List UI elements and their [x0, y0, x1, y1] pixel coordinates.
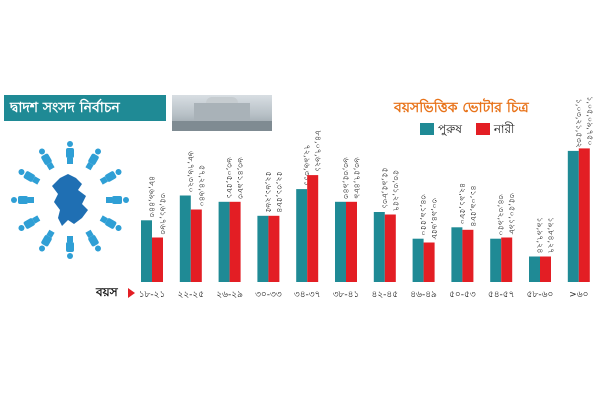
- bar-female: [229, 201, 241, 282]
- person-icon: [66, 141, 74, 164]
- bar-female: [501, 237, 513, 282]
- bar-male: [335, 201, 346, 282]
- age-arrow-icon: [128, 288, 135, 298]
- legend-label-female: নারী: [493, 122, 515, 136]
- data-label: ৭২,৯৬,৩১১: [303, 145, 312, 186]
- bar-female: [423, 242, 435, 282]
- data-label: ৫২,৩১,৫৮৪: [275, 171, 284, 212]
- data-label: ৪২,৯১,৫৮০: [458, 183, 467, 224]
- person-icon: [99, 169, 122, 185]
- chart-legend: পুরুষ নারী: [420, 121, 525, 137]
- data-label: ৬৩,৪১,৯৮৩: [236, 157, 245, 198]
- person-icon: [39, 148, 55, 171]
- person-icon: [11, 196, 34, 204]
- x-tick-label: ৫৪-৫৭: [488, 290, 515, 300]
- data-label: ৫৫,৯৫,৮৩১: [380, 168, 389, 209]
- x-tick-label: ৫০-৫৩: [449, 290, 476, 300]
- bar-female: [578, 148, 590, 282]
- data-label: ৮৪,০৭,৬২১: [314, 131, 323, 172]
- page-title: দ্বাদশ সংসদ নির্বাচন: [4, 95, 166, 121]
- bar-male: [373, 212, 385, 282]
- person-icon-ring: [11, 141, 129, 259]
- building-base: [172, 121, 272, 131]
- data-label: ৩৪,৩২,৯৫০: [497, 194, 506, 235]
- data-label: ৫৭,২৪,৬৪০: [197, 165, 206, 206]
- bar-female: [384, 214, 396, 282]
- bar-male: [296, 189, 308, 282]
- voters-illustration: [11, 141, 129, 259]
- person-icon: [106, 196, 129, 204]
- x-tick-label: ৩৮-৪১: [333, 290, 360, 300]
- legend-swatch-female: [475, 123, 490, 135]
- chart-title: বয়সভিত্তিক ভোটার চিত্র: [394, 100, 529, 116]
- bar-male: [218, 201, 230, 282]
- person-icon: [39, 229, 55, 252]
- data-label: ১৯,৮৪,২৭: [547, 217, 556, 253]
- data-label: ৩৪,১৯,৫৫০: [419, 194, 428, 235]
- building-dome: [206, 97, 238, 107]
- legend-label-male: পুরুষ: [438, 122, 462, 136]
- age-axis-label: বয়স: [96, 285, 118, 299]
- bar-female: [152, 237, 163, 282]
- person-icon: [85, 229, 101, 252]
- bar-male: [141, 220, 152, 282]
- person-icon: [18, 215, 41, 231]
- bar-male: [412, 238, 424, 282]
- person-icon: [99, 215, 122, 231]
- bar-female: [540, 256, 551, 282]
- bangladesh-map-icon: [52, 174, 88, 226]
- person-icon: [18, 169, 41, 185]
- x-tick-label: ১৮-২১: [139, 290, 166, 300]
- data-label: ৫৩,৩১,২৫৭: [391, 170, 400, 211]
- bar-female: [307, 175, 319, 282]
- bar-male: [257, 215, 269, 282]
- bar-male: [451, 227, 463, 282]
- bar-male: [567, 150, 579, 282]
- person-icon: [85, 148, 101, 171]
- bar-male: [529, 256, 540, 282]
- parliament-building-photo: [172, 95, 272, 131]
- x-tick-label: ৩০-৩৩: [255, 290, 282, 300]
- data-label: ৩৫,৫০,১৯৮: [508, 193, 517, 235]
- data-label: ৩০,৯৪,৬৫৮: [430, 198, 439, 240]
- x-tick-label: ৩৪-৩৭: [294, 290, 321, 300]
- bar-female: [346, 201, 357, 282]
- bar-male: [179, 195, 191, 282]
- data-label: ৬৩,৫৭,৪৮৯: [353, 157, 362, 198]
- legend-swatch-male: [420, 123, 434, 135]
- x-tick-label: ৫৮-৬০: [527, 290, 554, 300]
- x-tick-label: >৬০: [569, 290, 588, 300]
- data-label: ৪১,০৯,৫৮৪: [469, 185, 478, 226]
- x-tick-label: ২২-২৫: [177, 290, 204, 300]
- data-label: ৫২,৬১,২৬৫: [264, 171, 273, 212]
- bar-female: [268, 215, 280, 282]
- x-tick-label: ২৬-২৯: [216, 290, 243, 300]
- data-label: ৬৮,৭৬,৩২০: [186, 151, 195, 193]
- data-label: ৬৩,০৫,৫৮১: [225, 157, 234, 198]
- bar-female: [190, 209, 202, 282]
- legend-item-female: নারী: [475, 122, 515, 136]
- x-tick-label: ৪২-৪৫: [371, 290, 398, 300]
- data-label: ৬৩,৩৫,৯৪৩: [342, 157, 351, 198]
- data-label: ৩৫,৬১,৭৬৩: [159, 193, 168, 234]
- person-icon: [66, 236, 74, 259]
- bar-female: [462, 229, 474, 282]
- data-label: ১৯,৯৭,২৪: [536, 217, 545, 253]
- data-label: ৪৮,৬৯,৪৪৩: [148, 176, 157, 217]
- x-tick-label: ৪৬-৪৯: [410, 290, 437, 300]
- bar-male: [490, 238, 502, 282]
- legend-item-male: পুরুষ: [420, 122, 466, 136]
